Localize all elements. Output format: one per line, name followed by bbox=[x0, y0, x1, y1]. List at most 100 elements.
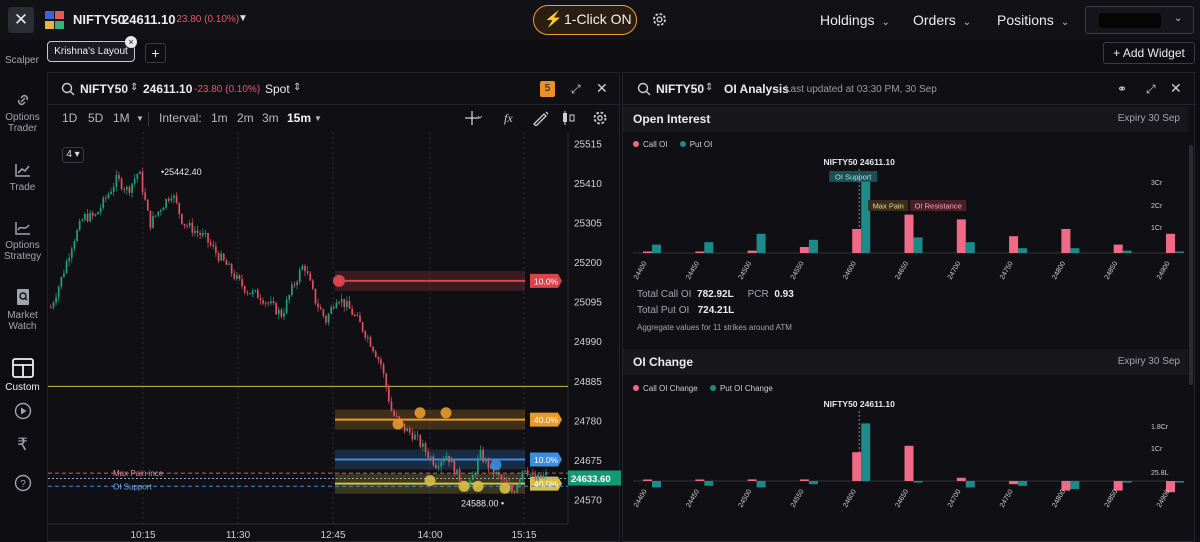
chart-symbol[interactable]: NIFTY50 bbox=[80, 82, 129, 96]
oi-symbol[interactable]: NIFTY50 bbox=[656, 82, 705, 96]
account-menu[interactable]: ⌄ bbox=[1085, 6, 1194, 34]
bar-put-oi bbox=[1175, 251, 1184, 253]
add-layout-button[interactable]: + bbox=[145, 43, 166, 63]
nav-holdings[interactable]: Holdings ⌄ bbox=[820, 12, 890, 28]
max-pain-tag bbox=[868, 200, 909, 211]
indicator-icon[interactable]: fx bbox=[502, 110, 520, 126]
interval-2m[interactable]: 2m bbox=[237, 111, 254, 125]
legend-put-oi[interactable]: Put OI bbox=[679, 140, 712, 149]
rail-item-custom[interactable]: Custom bbox=[0, 358, 45, 393]
chevron-down-icon[interactable]: ▼ bbox=[238, 13, 248, 24]
spot-label: NIFTY50 24611.10 bbox=[824, 399, 896, 409]
bar-call-oi bbox=[904, 214, 914, 253]
candle bbox=[238, 275, 241, 280]
bar-call-oi-change bbox=[956, 477, 966, 481]
rail-item-scalper[interactable]: Scalper bbox=[5, 55, 39, 66]
settings-icon[interactable] bbox=[591, 110, 609, 126]
candle bbox=[63, 273, 65, 277]
close-icon[interactable]: ✕ bbox=[596, 80, 608, 96]
chevron-down-icon[interactable]: ▼ bbox=[314, 114, 322, 123]
search-icon[interactable] bbox=[61, 82, 75, 96]
rail-item-help[interactable]: ? bbox=[0, 474, 45, 496]
nav-orders[interactable]: Orders ⌄ bbox=[913, 12, 972, 28]
pcr-value: 0.93 bbox=[774, 289, 794, 300]
gear-icon[interactable] bbox=[651, 11, 668, 28]
open-interest-chart[interactable]: 3Cr 2Cr 1Cr NIFTY50 24611.10 24400 24450 24500… bbox=[623, 153, 1188, 288]
bar-call-oi-change bbox=[747, 479, 757, 481]
rail-item-options-strategy[interactable]: Options Strategy bbox=[0, 220, 45, 262]
range-1d[interactable]: 1D bbox=[62, 111, 78, 125]
candle bbox=[225, 260, 228, 265]
candle bbox=[186, 225, 188, 227]
candle bbox=[118, 175, 120, 179]
expiry-label[interactable]: Expiry 30 Sep bbox=[1117, 113, 1180, 124]
candle bbox=[343, 299, 346, 308]
candle bbox=[128, 186, 131, 193]
search-icon[interactable] bbox=[637, 82, 651, 96]
price-chart[interactable]: 10:15 11:30 12:45 14:00 15:15 25515 25410 25305… bbox=[48, 132, 621, 542]
legend-call-oi-change[interactable]: Call OI Change bbox=[633, 384, 698, 393]
x-tick-label: 24650 bbox=[894, 260, 910, 280]
legend-call-oi[interactable]: Call OI bbox=[633, 140, 667, 149]
add-widget-button[interactable]: + Add Widget bbox=[1103, 42, 1195, 64]
rupee-icon[interactable]: ₹ bbox=[17, 435, 28, 454]
range-1m[interactable]: 1M bbox=[113, 111, 130, 125]
candle bbox=[374, 351, 377, 358]
rail-item-market-watch[interactable]: Market Watch bbox=[0, 288, 45, 332]
candle bbox=[220, 253, 222, 261]
scrollbar[interactable] bbox=[1189, 145, 1193, 385]
notification-badge[interactable]: 5 bbox=[540, 81, 555, 97]
rail-item-play[interactable] bbox=[0, 402, 45, 424]
close-icon[interactable]: ✕ bbox=[1170, 80, 1182, 96]
candle bbox=[406, 428, 409, 432]
candle-type-icon[interactable] bbox=[560, 110, 578, 126]
expiry-label[interactable]: Expiry 30 Sep bbox=[1117, 356, 1180, 367]
close-icon[interactable]: ✕ bbox=[8, 7, 34, 33]
candle bbox=[319, 307, 322, 310]
indicator-count-badge[interactable]: 4 ▾ bbox=[62, 147, 84, 163]
low-label: 24588.00 • bbox=[461, 499, 504, 509]
oi-change-chart[interactable]: 1.8Cr 1Cr 25.8L NIFTY50 24611.10 24400 24450 2… bbox=[623, 395, 1188, 541]
candle bbox=[215, 246, 217, 254]
candle bbox=[503, 479, 505, 481]
layout-tab[interactable]: Krishna's Layout bbox=[47, 41, 135, 62]
candle bbox=[353, 315, 356, 317]
blue-tag bbox=[530, 452, 562, 467]
oi-resistance-label: OI Resistance bbox=[915, 202, 962, 211]
legend-put-oi-change[interactable]: Put OI Change bbox=[709, 384, 773, 393]
sort-icon[interactable]: ⇕ bbox=[293, 82, 302, 93]
range-5d[interactable]: 5D bbox=[88, 111, 104, 125]
candle bbox=[524, 470, 526, 472]
y-tick-label: 1Cr bbox=[1151, 225, 1163, 232]
close-layout-icon[interactable]: × bbox=[125, 36, 137, 48]
interval-3m[interactable]: 3m bbox=[262, 111, 279, 125]
crosshair-icon[interactable] bbox=[464, 110, 482, 126]
candle bbox=[144, 192, 147, 200]
rail-item-options-trader[interactable]: Options Trader bbox=[0, 92, 45, 134]
interval-15m[interactable]: 15m bbox=[287, 111, 312, 125]
ticker-name[interactable]: NIFTY50 bbox=[73, 12, 126, 27]
expand-icon[interactable]: ⤢ bbox=[1146, 82, 1156, 96]
candle bbox=[298, 269, 301, 282]
expand-icon[interactable]: ⤢ bbox=[571, 82, 581, 96]
sort-icon[interactable]: ⇕ bbox=[130, 82, 139, 93]
draw-icon[interactable] bbox=[532, 110, 550, 126]
chevron-down-icon[interactable]: ▼ bbox=[136, 114, 144, 123]
oi-analysis-panel: NIFTY50 ⇕ OI Analysis Last updated at 03… bbox=[622, 72, 1196, 542]
one-click-toggle[interactable]: ⚡ 1-Click ON bbox=[533, 5, 637, 35]
interval-1m[interactable]: 1m bbox=[211, 111, 228, 125]
chart-icon bbox=[14, 164, 30, 177]
nav-positions[interactable]: Positions ⌄ bbox=[997, 12, 1070, 28]
rail-item-trade[interactable]: Trade bbox=[0, 162, 45, 193]
x-tick-label: 24850 bbox=[1104, 488, 1120, 508]
total-call-oi: 782.92L bbox=[697, 289, 734, 300]
sort-icon[interactable]: ⇕ bbox=[705, 82, 714, 93]
candle bbox=[136, 173, 139, 179]
candle bbox=[416, 434, 419, 436]
x-tick-label: 24700 bbox=[947, 488, 963, 508]
spot-selector[interactable]: Spot bbox=[265, 82, 290, 96]
candle bbox=[529, 474, 532, 476]
link-icon[interactable]: ⚭ bbox=[1117, 82, 1128, 96]
last-updated: Last updated at 03:30 PM, 30 Sep bbox=[785, 84, 937, 95]
divider bbox=[148, 112, 149, 126]
